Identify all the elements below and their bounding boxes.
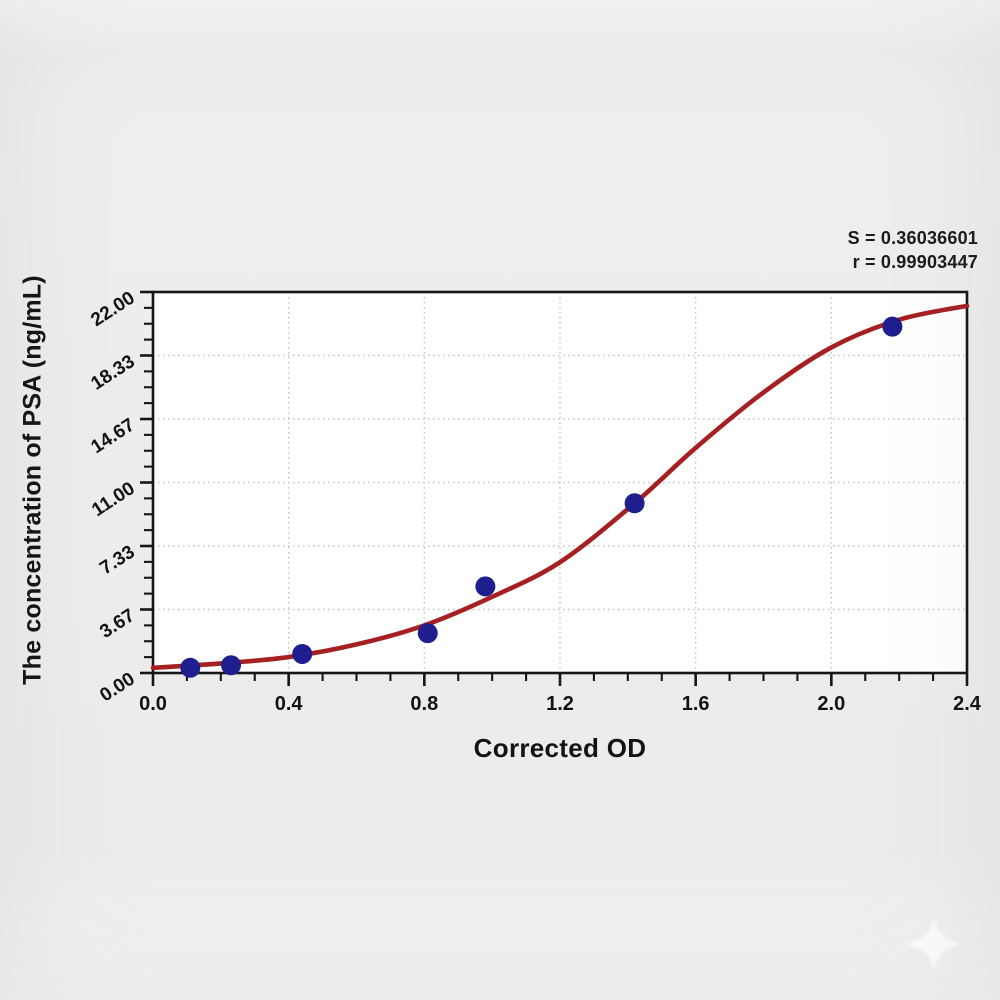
- x-tick-label: 2.4: [953, 693, 982, 715]
- x-tick-label: 1.6: [682, 693, 710, 715]
- data-point: [180, 657, 201, 678]
- x-tick-label: 0.8: [410, 693, 438, 715]
- y-tick-label: 11.00: [88, 478, 138, 521]
- r-value: r = 0.99903447: [852, 252, 978, 272]
- data-point: [475, 576, 496, 597]
- fit-statistics: S = 0.36036601 r = 0.99903447: [848, 226, 978, 274]
- x-axis-title: Corrected OD: [473, 733, 647, 763]
- s-value: S = 0.36036601: [847, 228, 978, 248]
- data-point: [624, 493, 645, 514]
- y-tick-label: 0.00: [96, 669, 138, 707]
- y-tick-label: 3.67: [96, 605, 138, 643]
- data-point: [221, 655, 242, 676]
- y-tick-label: 18.33: [87, 351, 138, 395]
- data-point: [882, 316, 903, 337]
- fit-curve: [150, 303, 970, 671]
- data-point: [292, 643, 313, 664]
- sparkle-watermark: [906, 916, 962, 972]
- data-point: [417, 623, 438, 644]
- x-tick-label: 1.2: [546, 693, 574, 715]
- x-tick-label: 0.0: [139, 693, 167, 715]
- x-tick-label: 2.0: [817, 693, 845, 715]
- y-tick-label: 14.67: [87, 415, 138, 459]
- x-tick-label: 0.4: [275, 693, 304, 715]
- y-tick-label: 22.00: [87, 288, 138, 332]
- y-tick-label: 7.33: [96, 542, 138, 580]
